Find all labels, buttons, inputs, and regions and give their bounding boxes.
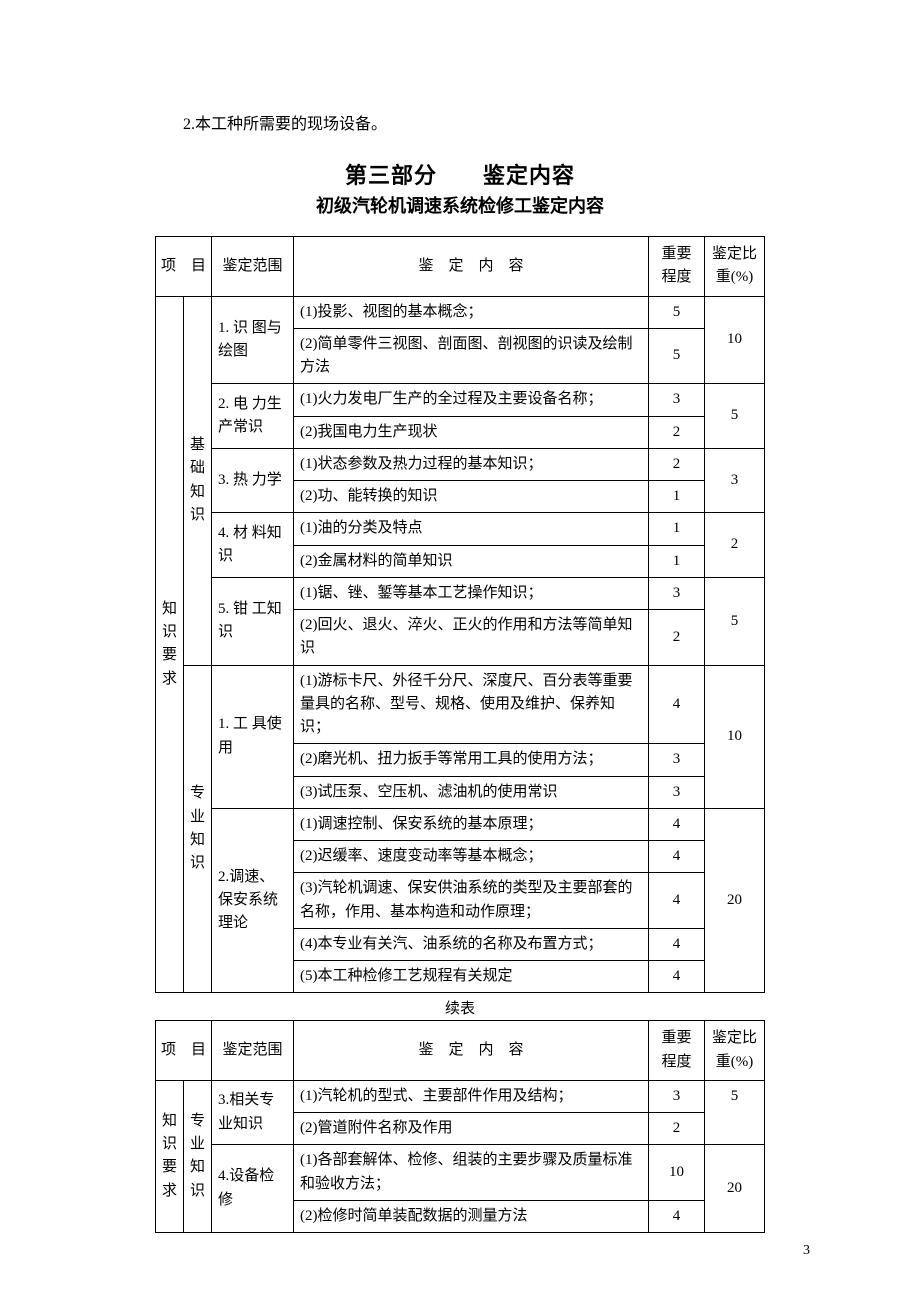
content-cell: (2)回火、退火、淬火、正火的作用和方法等简单知识 bbox=[294, 610, 649, 666]
group-professional-knowledge: 专业知识 bbox=[184, 665, 212, 993]
content-cell: (1)状态参数及热力过程的基本知识； bbox=[294, 448, 649, 480]
continued-label: 续表 bbox=[155, 997, 765, 1018]
importance-cell: 3 bbox=[649, 744, 705, 776]
group-professional-knowledge: 专业知识 bbox=[184, 1080, 212, 1232]
importance-cell: 5 bbox=[649, 328, 705, 384]
importance-cell: 1 bbox=[649, 513, 705, 545]
weight-cell: 2 bbox=[705, 513, 765, 578]
importance-cell: 4 bbox=[649, 873, 705, 929]
content-cell: (2)迟缓率、速度变动率等基本概念； bbox=[294, 841, 649, 873]
content-cell: (1)游标卡尺、外径千分尺、深度尺、百分表等重要量具的名称、型号、规格、使用及维… bbox=[294, 665, 649, 744]
group-basic-knowledge: 基础知识 bbox=[184, 296, 212, 665]
hdr-weight: 鉴定比重(%) bbox=[705, 237, 765, 297]
content-cell: (1)油的分类及特点 bbox=[294, 513, 649, 545]
content-cell: (1)火力发电厂生产的全过程及主要设备名称； bbox=[294, 384, 649, 416]
content-cell: (3)试压泵、空压机、滤油机的使用常识 bbox=[294, 776, 649, 808]
table-row: 知识要求 专业知识 3.相关专业知识 (1)汽轮机的型式、主要部件作用及结构； … bbox=[156, 1080, 765, 1112]
weight-cell: 20 bbox=[705, 1145, 765, 1233]
group-knowledge-req: 知识要求 bbox=[156, 296, 184, 993]
content-cell: (2)简单零件三视图、剖面图、剖视图的识读及绘制方法 bbox=[294, 328, 649, 384]
importance-cell: 4 bbox=[649, 665, 705, 744]
content-cell: (2)功、能转换的知识 bbox=[294, 481, 649, 513]
hdr-weight: 鉴定比重(%) bbox=[705, 1021, 765, 1081]
content-cell: (1)锯、锉、錾等基本工艺操作知识； bbox=[294, 577, 649, 609]
scope-cell: 4. 材 料知识 bbox=[212, 513, 294, 578]
hdr-content: 鉴 定 内 容 bbox=[294, 1021, 649, 1081]
table-row: 4.设备检修 (1)各部套解体、检修、组装的主要步骤及质量标准和验收方法； 10… bbox=[156, 1145, 765, 1201]
content-cell: (4)本专业有关汽、油系统的名称及布置方式； bbox=[294, 928, 649, 960]
importance-cell: 4 bbox=[649, 961, 705, 993]
table-row: 知识要求 基础知识 1. 识 图与绘图 (1)投影、视图的基本概念； 5 10 bbox=[156, 296, 765, 328]
content-cell: (5)本工种检修工艺规程有关规定 bbox=[294, 961, 649, 993]
scope-cell: 3.相关专业知识 bbox=[212, 1080, 294, 1145]
importance-cell: 10 bbox=[649, 1145, 705, 1201]
hdr-scope: 鉴定范围 bbox=[212, 1021, 294, 1081]
weight-cell: 20 bbox=[705, 808, 765, 993]
importance-cell: 4 bbox=[649, 928, 705, 960]
importance-cell: 2 bbox=[649, 610, 705, 666]
content-cell: (2)磨光机、扭力扳手等常用工具的使用方法； bbox=[294, 744, 649, 776]
page-number: 3 bbox=[803, 1243, 810, 1259]
table-row: 2.调速、保安系统理论 (1)调速控制、保安系统的基本原理； 4 20 bbox=[156, 808, 765, 840]
scope-cell: 4.设备检修 bbox=[212, 1145, 294, 1233]
scope-cell: 1. 工 具使用 bbox=[212, 665, 294, 808]
content-cell: (1)汽轮机的型式、主要部件作用及结构； bbox=[294, 1080, 649, 1112]
importance-cell: 2 bbox=[649, 1113, 705, 1145]
weight-cell: 10 bbox=[705, 296, 765, 384]
importance-cell: 5 bbox=[649, 296, 705, 328]
importance-cell: 3 bbox=[649, 577, 705, 609]
content-cell: (1)调速控制、保安系统的基本原理； bbox=[294, 808, 649, 840]
table-row: 2. 电 力生产常识 (1)火力发电厂生产的全过程及主要设备名称； 3 5 bbox=[156, 384, 765, 416]
importance-cell: 4 bbox=[649, 841, 705, 873]
hdr-scope: 鉴定范围 bbox=[212, 237, 294, 297]
table-header-row: 项 目 鉴定范围 鉴 定 内 容 重要程度 鉴定比重(%) bbox=[156, 1021, 765, 1081]
scope-cell: 2. 电 力生产常识 bbox=[212, 384, 294, 449]
content-cell: (3)汽轮机调速、保安供油系统的类型及主要部套的名称，作用、基本构造和动作原理； bbox=[294, 873, 649, 929]
hdr-importance: 重要程度 bbox=[649, 1021, 705, 1081]
importance-cell: 3 bbox=[649, 1080, 705, 1112]
section-title: 第三部分 鉴定内容 bbox=[155, 158, 765, 190]
assessment-table-2: 项 目 鉴定范围 鉴 定 内 容 重要程度 鉴定比重(%) 知识要求 专业知识 … bbox=[155, 1020, 765, 1233]
weight-cell: 5 bbox=[705, 384, 765, 449]
importance-cell: 3 bbox=[649, 384, 705, 416]
content-cell: (1)各部套解体、检修、组装的主要步骤及质量标准和验收方法； bbox=[294, 1145, 649, 1201]
importance-cell: 1 bbox=[649, 481, 705, 513]
scope-cell: 5. 钳 工知识 bbox=[212, 577, 294, 665]
importance-cell: 2 bbox=[649, 448, 705, 480]
content-cell: (2)金属材料的简单知识 bbox=[294, 545, 649, 577]
content-cell: (2)我国电力生产现状 bbox=[294, 416, 649, 448]
scope-cell: 3. 热 力学 bbox=[212, 448, 294, 513]
importance-cell: 2 bbox=[649, 416, 705, 448]
content-cell: (2)检修时简单装配数据的测量方法 bbox=[294, 1200, 649, 1232]
table-row: 4. 材 料知识 (1)油的分类及特点 1 2 bbox=[156, 513, 765, 545]
assessment-table-1: 项 目 鉴定范围 鉴 定 内 容 重要程度 鉴定比重(%) 知识要求 基础知识 … bbox=[155, 236, 765, 993]
importance-cell: 3 bbox=[649, 776, 705, 808]
weight-cell: 5 bbox=[705, 1080, 765, 1145]
page: 2.本工种所需要的现场设备。 第三部分 鉴定内容 初级汽轮机调速系统检修工鉴定内… bbox=[0, 0, 920, 1273]
table-row: 3. 热 力学 (1)状态参数及热力过程的基本知识； 2 3 bbox=[156, 448, 765, 480]
hdr-content: 鉴 定 内 容 bbox=[294, 237, 649, 297]
scope-cell: 1. 识 图与绘图 bbox=[212, 296, 294, 384]
scope-cell: 2.调速、保安系统理论 bbox=[212, 808, 294, 993]
importance-cell: 1 bbox=[649, 545, 705, 577]
intro-line: 2.本工种所需要的现场设备。 bbox=[155, 110, 765, 134]
content-cell: (1)投影、视图的基本概念； bbox=[294, 296, 649, 328]
table-row: 5. 钳 工知识 (1)锯、锉、錾等基本工艺操作知识； 3 5 bbox=[156, 577, 765, 609]
importance-cell: 4 bbox=[649, 1200, 705, 1232]
table-row: 专业知识 1. 工 具使用 (1)游标卡尺、外径千分尺、深度尺、百分表等重要量具… bbox=[156, 665, 765, 744]
section-subtitle: 初级汽轮机调速系统检修工鉴定内容 bbox=[155, 192, 765, 218]
weight-cell: 10 bbox=[705, 665, 765, 808]
importance-cell: 4 bbox=[649, 808, 705, 840]
weight-cell: 5 bbox=[705, 577, 765, 665]
hdr-item: 项 目 bbox=[156, 1021, 212, 1081]
hdr-item: 项 目 bbox=[156, 237, 212, 297]
hdr-importance: 重要程度 bbox=[649, 237, 705, 297]
weight-cell: 3 bbox=[705, 448, 765, 513]
table-header-row: 项 目 鉴定范围 鉴 定 内 容 重要程度 鉴定比重(%) bbox=[156, 237, 765, 297]
group-knowledge-req: 知识要求 bbox=[156, 1080, 184, 1232]
content-cell: (2)管道附件名称及作用 bbox=[294, 1113, 649, 1145]
